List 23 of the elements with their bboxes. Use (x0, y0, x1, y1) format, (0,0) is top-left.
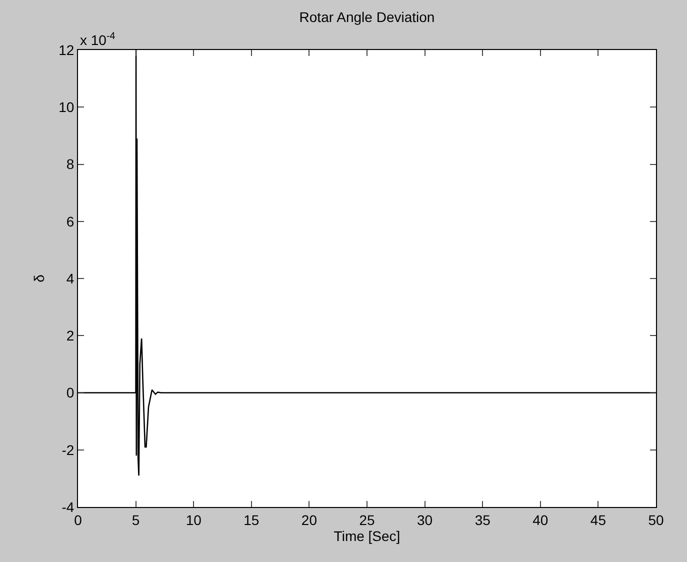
y-tick-label: 12 (58, 42, 74, 58)
x-tick-label: 40 (532, 512, 548, 528)
text: x 10$^{-4}$ (80, 31, 116, 48)
x-tick-label: 15 (244, 512, 260, 528)
y-axis-title: δ (31, 274, 48, 282)
x-tick-label: 35 (474, 512, 491, 528)
y-tick-label: 10 (58, 99, 74, 116)
x-tick-label: 10 (186, 512, 202, 528)
y-tick-label: 6 (66, 213, 74, 230)
y-tick-label: -2 (62, 442, 74, 458)
x-tick-label: 5 (132, 512, 140, 528)
x-tick-label: 20 (301, 512, 318, 528)
chart-title: Rotar Angle Deviation (299, 9, 435, 25)
x-tick-label: 25 (359, 512, 375, 528)
x-tick-label: 45 (590, 512, 606, 528)
x-tick-label: 30 (417, 512, 433, 528)
x-axis-title: Time [Sec] (334, 528, 400, 544)
x-tick-label: 50 (648, 512, 664, 528)
y-tick-label: -4 (62, 498, 74, 515)
y-tick-label: 8 (66, 156, 74, 172)
y-tick-label: 0 (66, 384, 74, 401)
y-tick-label: 4 (66, 270, 74, 286)
y-tick-label: 2 (66, 328, 74, 344)
